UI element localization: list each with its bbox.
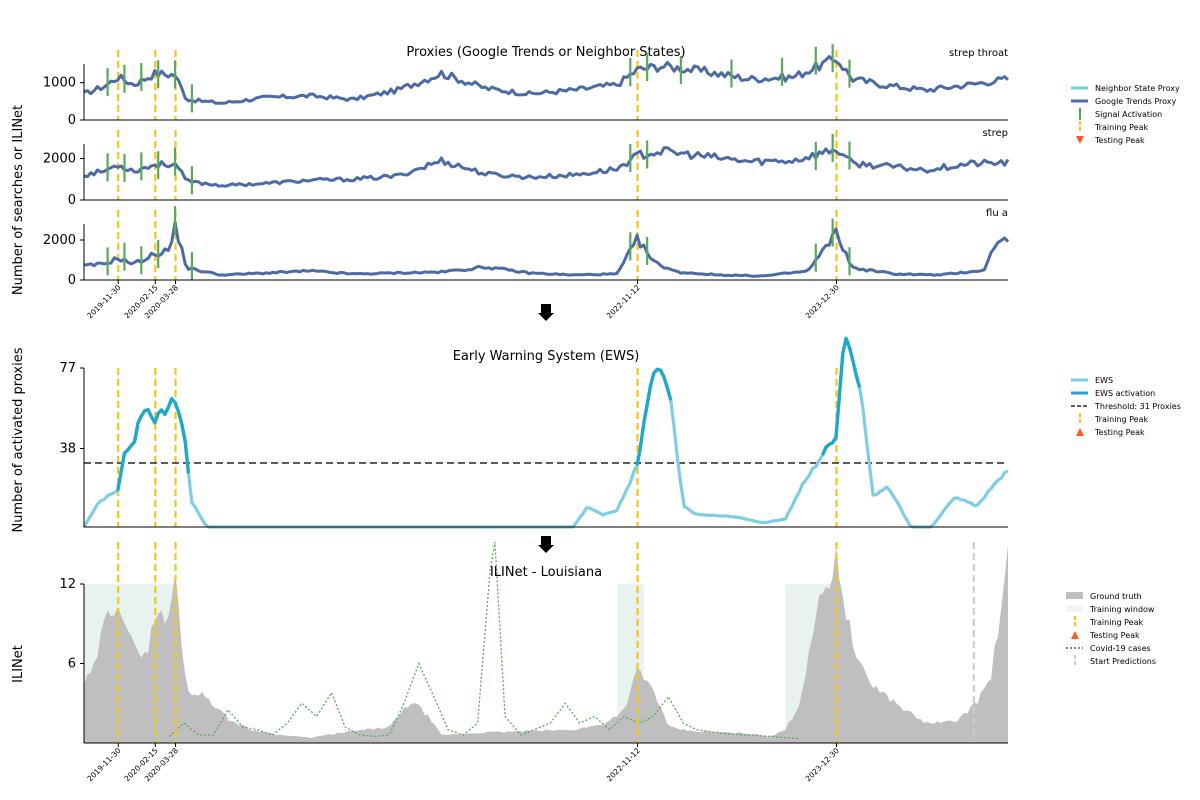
ilinet-title: ILINet - Louisiana [490,565,602,580]
training-window-icon [1066,605,1083,612]
ilinet-panel: 6 12 ILINet - Louisiana ILINet 2019-11-30… [11,541,1008,783]
x-tick-label: 2019-11-30 [85,746,122,783]
subplot-label: strep throat [949,48,1008,59]
ews-legend: EWS EWS activation Threshold: 31 Proxies Tr… [1071,376,1181,437]
legend-label: Training window [1089,605,1155,614]
legend-label: Start Predictions [1090,657,1156,666]
testing-peak-icon [1071,631,1079,639]
testing-peak-icon-swatch [1071,631,1079,639]
ground-truth-icon-swatch [1066,592,1083,599]
ews-activation-line [116,397,191,492]
ews-activation-line [820,336,862,456]
x-tick-label: 2023-12-30 [804,746,841,783]
testing-peak-icon-swatch [1076,428,1084,436]
legend-label: Training Peak [1094,415,1148,424]
y-tick-label: 0 [68,273,76,288]
y-tick-label: 2000 [43,233,76,248]
legend-label: Testing Peak [1094,428,1145,437]
x-tick-label: 2023-12-30 [804,283,841,320]
subplot-flu-a: 0 2000 flu a [43,206,1010,288]
ews-title: Early Warning System (EWS) [453,349,640,364]
arrow-down-icon [538,536,554,553]
testing-peak-icon-swatch [1076,136,1084,144]
training-window-icon-swatch [1066,605,1083,612]
proxies-legend: Neighbor State Proxy Google Trends Proxy S… [1071,84,1180,145]
legend-label: Ground truth [1090,592,1142,601]
proxies-panel: Proxies (Google Trends or Neighbor State… [11,44,1010,320]
ews-panel: Early Warning System (EWS) Number of act… [11,336,1009,532]
ews-ylabel: Number of activated proxies [11,347,26,532]
x-tick-label: 2022-11-12 [605,283,642,320]
legend-label: Testing Peak [1089,631,1140,640]
ilinet-ylabel: ILINet [11,645,26,683]
subplot-strep: 0 2000 strep [43,128,1010,208]
x-tick-label: 2022-11-12 [605,746,642,783]
legend-label: Covid-19 cases [1090,644,1151,653]
subplot-strep-throat: 0 1000 strep throat [43,44,1009,128]
legend-label: Training Peak [1094,123,1148,132]
ilinet-plot: 6 12 [59,541,1008,744]
y-tick-label: 0 [68,193,76,208]
legend-label: Threshold: 31 Proxies [1094,402,1181,411]
ews-line [82,336,1009,529]
legend-label: Testing Peak [1094,136,1145,145]
y-tick-label: 12 [59,577,76,592]
legend-label: Signal Activation [1095,110,1162,119]
y-tick-label: 38 [59,442,76,457]
ground-truth-icon [1066,592,1083,599]
legend-label: EWS activation [1095,389,1155,398]
google-trends-line [83,146,1010,188]
legend-label: EWS [1095,376,1113,385]
arrow-down-icon [538,304,554,321]
y-tick-label: 0 [68,113,76,128]
y-tick-label: 2000 [43,152,76,167]
google-trends-line [83,220,1010,278]
proxies-title: Proxies (Google Trends or Neighbor State… [406,45,685,60]
ews-plot: 38 77 [59,336,1009,529]
testing-peak-icon [1076,428,1084,436]
ews-activation-line [635,367,673,466]
x-tick-label: 2019-11-30 [85,283,122,320]
legend-label: Training Peak [1089,618,1143,627]
legend-label: Neighbor State Proxy [1095,84,1180,93]
y-tick-label: 77 [59,361,76,376]
proxies-ylabel: Number of searches or ILINet [11,105,26,295]
y-tick-label: 6 [68,657,76,672]
google-trends-line [83,55,1009,105]
ilinet-legend: Ground truth Training window Training Peak… [1066,592,1156,667]
subplot-label: flu a [986,208,1008,219]
y-tick-label: 1000 [43,76,76,91]
legend-label: Google Trends Proxy [1095,97,1177,106]
covid-cases-line [168,541,800,740]
subplot-label: strep [982,128,1008,139]
testing-peak-icon [1076,136,1084,144]
